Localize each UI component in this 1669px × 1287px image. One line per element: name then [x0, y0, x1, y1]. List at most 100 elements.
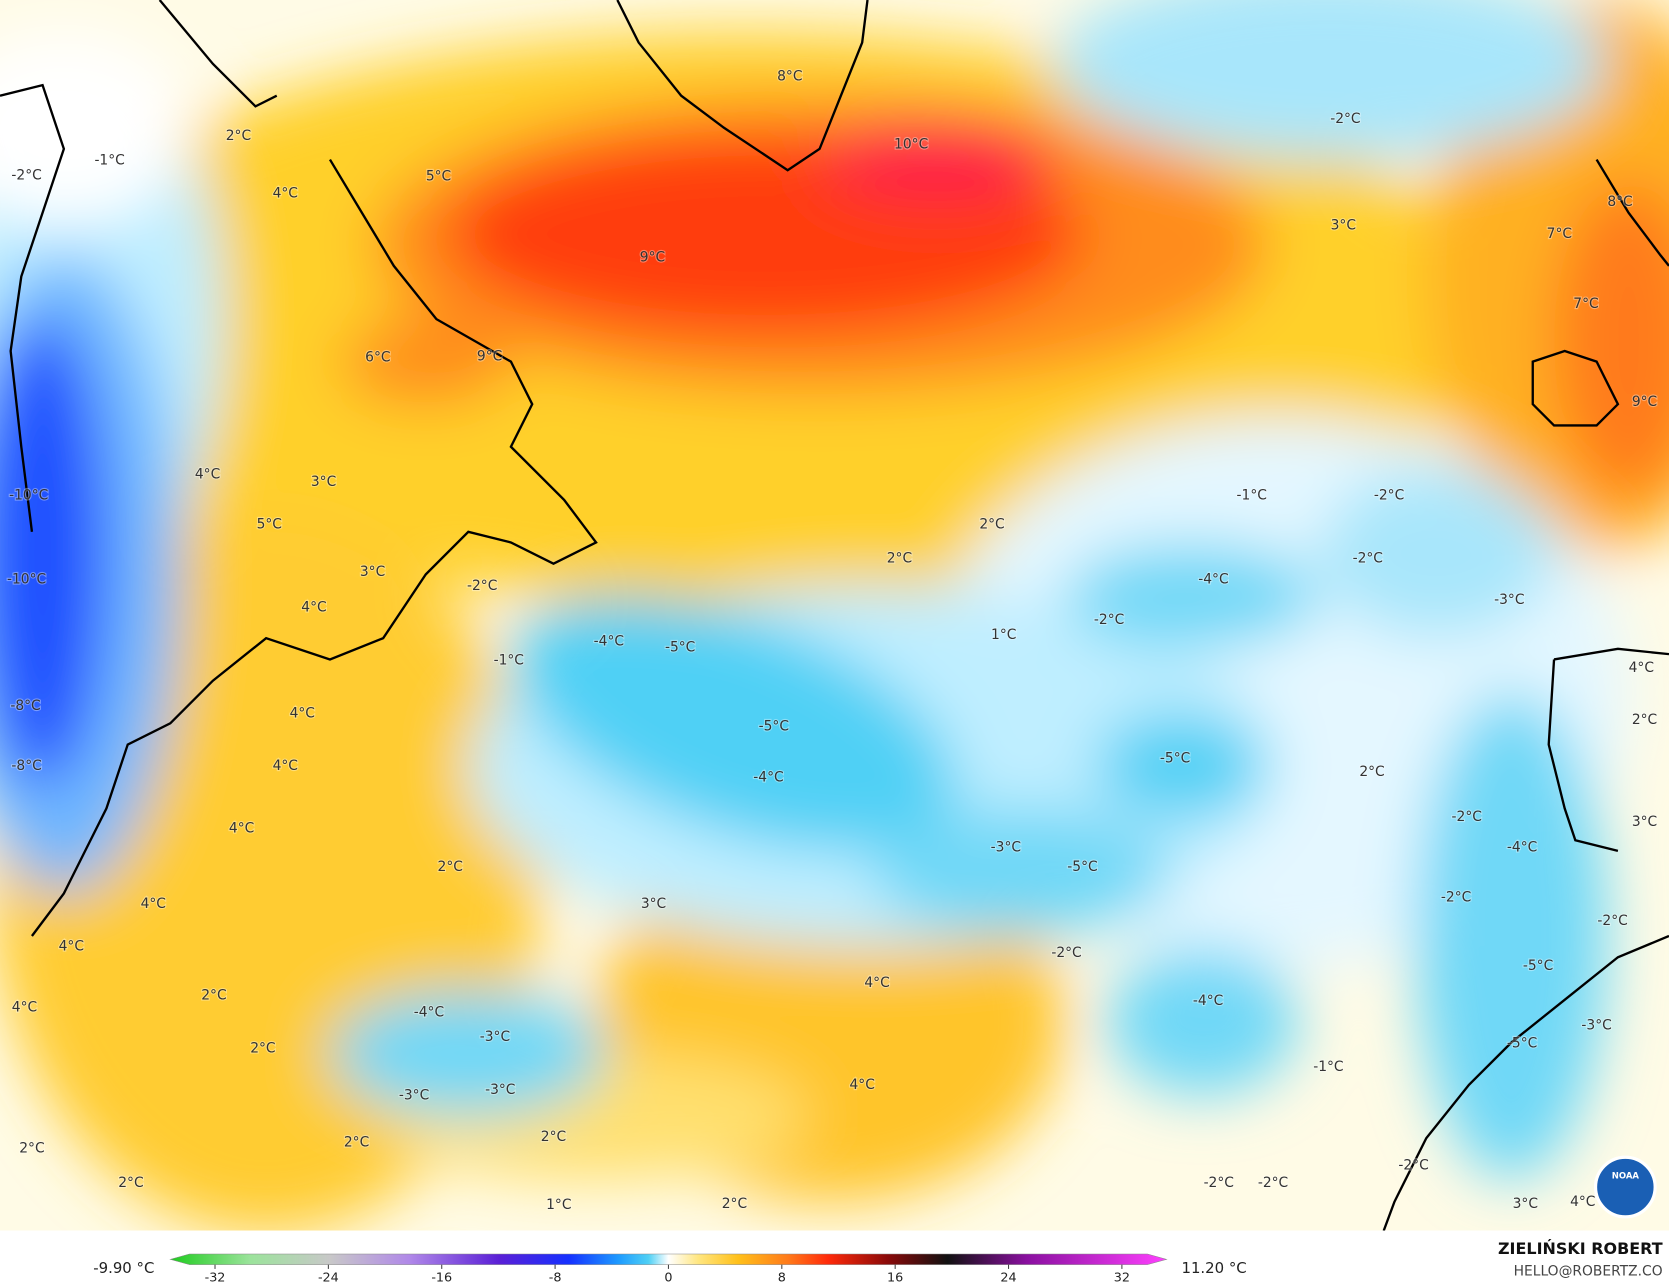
- temp-label: -2°C: [1330, 111, 1360, 127]
- temp-label: -2°C: [11, 168, 41, 184]
- temp-label: -10°C: [7, 572, 46, 588]
- temp-label: 2°C: [19, 1141, 44, 1157]
- temp-label: -1°C: [494, 653, 524, 669]
- temp-label: 4°C: [141, 896, 166, 912]
- temp-label: -2°C: [1398, 1158, 1428, 1174]
- temp-label: 2°C: [118, 1175, 143, 1191]
- temp-label: 3°C: [1513, 1196, 1538, 1212]
- temp-label: -2°C: [1441, 890, 1471, 906]
- noaa-logo-text: NOAA: [1612, 1172, 1640, 1182]
- temp-label: 4°C: [195, 466, 220, 482]
- temp-label: 7°C: [1547, 226, 1572, 242]
- temp-label: 4°C: [849, 1077, 874, 1093]
- temp-label: 4°C: [273, 758, 298, 774]
- temp-label: 7°C: [1573, 296, 1598, 312]
- temp-label: 3°C: [1632, 814, 1657, 830]
- temp-label: -3°C: [991, 840, 1021, 856]
- noaa-logo: [1593, 1155, 1657, 1219]
- credit-email: HELLO@ROBERTZ.CO: [1514, 1263, 1663, 1279]
- temp-label: 2°C: [344, 1134, 369, 1150]
- temp-label: 3°C: [641, 896, 666, 912]
- temp-label: 2°C: [438, 859, 463, 875]
- temp-label: -4°C: [594, 633, 624, 649]
- temp-label: 3°C: [360, 564, 385, 580]
- temp-label: 2°C: [201, 988, 226, 1004]
- temp-label: 4°C: [273, 186, 298, 202]
- temp-label: 9°C: [477, 348, 502, 364]
- temp-label: 9°C: [640, 249, 665, 265]
- temp-label: -2°C: [1094, 612, 1124, 628]
- temp-label: -1°C: [1313, 1059, 1343, 1075]
- temp-label: 2°C: [1632, 712, 1657, 728]
- temp-label: 8°C: [1607, 194, 1632, 210]
- temp-label: 4°C: [59, 939, 84, 955]
- temp-label: -4°C: [753, 770, 783, 786]
- temp-label: 3°C: [1331, 217, 1356, 233]
- temp-label: 4°C: [1629, 660, 1654, 676]
- temp-label: -2°C: [1051, 945, 1081, 961]
- temp-label: -5°C: [1523, 958, 1553, 974]
- temp-label: -1°C: [1237, 488, 1267, 504]
- temp-label: -4°C: [1193, 993, 1223, 1009]
- temp-label: -5°C: [1160, 750, 1190, 766]
- temp-label: 4°C: [229, 821, 254, 837]
- temp-label: 2°C: [1359, 764, 1384, 780]
- colorbar: [169, 1253, 1168, 1265]
- temp-label: -2°C: [1258, 1175, 1288, 1191]
- colorbar-tick-label: 8: [778, 1271, 786, 1286]
- colorbar-tick-label: 0: [664, 1271, 672, 1286]
- temp-label: 4°C: [301, 599, 326, 615]
- temp-label: 5°C: [257, 516, 282, 532]
- colorbar-tick-label: -32: [205, 1271, 226, 1286]
- colorbar-max-label: 11.20 °C: [1181, 1259, 1246, 1277]
- temp-label: 2°C: [979, 516, 1004, 532]
- temp-label: 2°C: [887, 550, 912, 566]
- temp-label: -8°C: [11, 758, 41, 774]
- temp-label: 6°C: [365, 349, 390, 365]
- temp-label: -4°C: [1507, 840, 1537, 856]
- temp-label: 4°C: [864, 975, 889, 991]
- colorbar-tick-label: 16: [887, 1271, 903, 1286]
- temp-label: 4°C: [290, 706, 315, 722]
- temp-label: 2°C: [722, 1196, 747, 1212]
- temp-label: -2°C: [467, 578, 497, 594]
- colorbar-tick-label: -16: [431, 1271, 452, 1286]
- temp-label: 2°C: [250, 1041, 275, 1057]
- temp-label: 3°C: [311, 474, 336, 490]
- temp-label: -3°C: [485, 1082, 515, 1098]
- colorbar-tick-label: 24: [1000, 1271, 1016, 1286]
- temp-label: -8°C: [10, 698, 40, 714]
- temp-label: -10°C: [9, 488, 48, 504]
- temp-label: 1°C: [991, 627, 1016, 643]
- colorbar-tick-label: -8: [549, 1271, 562, 1286]
- temp-label: -5°C: [1067, 859, 1097, 875]
- colorbar-tick-label: 32: [1114, 1271, 1130, 1286]
- temp-label: -2°C: [1597, 913, 1627, 929]
- temp-label: 10°C: [894, 137, 928, 153]
- credit-name: ZIELIŃSKI ROBERT: [1498, 1239, 1663, 1258]
- temp-label: -1°C: [94, 153, 124, 169]
- temp-label: -3°C: [480, 1029, 510, 1045]
- colorbar-min-label: -9.90 °C: [93, 1259, 154, 1277]
- temp-label: 8°C: [777, 69, 802, 85]
- temp-label: 4°C: [1570, 1194, 1595, 1210]
- temp-label: 2°C: [541, 1129, 566, 1145]
- temp-label: -4°C: [414, 1005, 444, 1021]
- temp-label: -2°C: [1374, 488, 1404, 504]
- temp-label: -4°C: [1198, 572, 1228, 588]
- temp-label: -5°C: [665, 640, 695, 656]
- temp-label: 2°C: [226, 128, 251, 144]
- temp-label: 9°C: [1632, 394, 1657, 410]
- temp-label: -5°C: [759, 718, 789, 734]
- temp-label: -3°C: [1581, 1017, 1611, 1033]
- temp-label: -2°C: [1353, 550, 1383, 566]
- coastlines: [0, 0, 1669, 1231]
- colorbar-tick-label: -24: [318, 1271, 339, 1286]
- temp-label: 1°C: [546, 1197, 571, 1213]
- temp-label: -3°C: [399, 1088, 429, 1104]
- temp-label: -3°C: [1494, 592, 1524, 608]
- temp-label: -5°C: [1507, 1035, 1537, 1051]
- temp-label: -2°C: [1204, 1175, 1234, 1191]
- temp-label: 4°C: [12, 999, 37, 1015]
